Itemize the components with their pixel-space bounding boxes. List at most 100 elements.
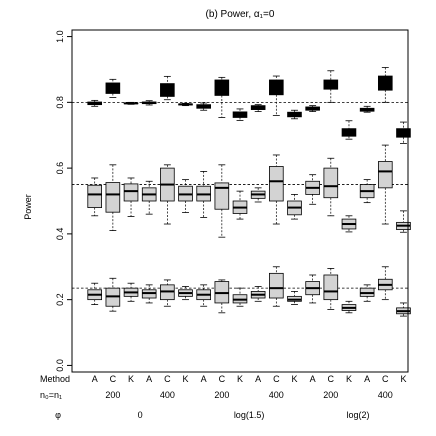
box-iqr bbox=[105, 182, 121, 213]
y-tick-label: 1.0 bbox=[55, 30, 65, 43]
box-iqr bbox=[214, 182, 230, 210]
method-label: C bbox=[219, 374, 226, 384]
y-tick-label: 0.6 bbox=[55, 162, 65, 175]
box-2-K bbox=[123, 177, 139, 217]
box-2-C bbox=[105, 164, 121, 231]
box-1-A bbox=[87, 99, 103, 107]
method-label: A bbox=[364, 374, 370, 384]
box-3-C bbox=[323, 268, 339, 310]
box-iqr bbox=[269, 166, 284, 202]
box-2-A bbox=[87, 177, 103, 217]
method-label: A bbox=[92, 374, 98, 384]
box-3-A bbox=[250, 286, 266, 302]
method-label: K bbox=[400, 374, 406, 384]
box-3-A bbox=[87, 282, 103, 305]
box-3-C bbox=[377, 266, 393, 301]
box-1-A bbox=[141, 100, 157, 106]
box-2-C bbox=[160, 164, 175, 225]
n-label: 200 bbox=[323, 390, 338, 400]
box-3-C bbox=[160, 279, 175, 307]
box-iqr bbox=[269, 272, 284, 299]
method-row-label: Method bbox=[40, 374, 70, 384]
box-2-C bbox=[214, 164, 230, 238]
box-2-K bbox=[396, 210, 411, 233]
method-label: C bbox=[382, 374, 389, 384]
box-3-K bbox=[287, 291, 302, 305]
box-1-K bbox=[123, 101, 139, 105]
box-1-C bbox=[377, 67, 393, 103]
chart-title: (b) Power, α₁=0 bbox=[206, 9, 275, 20]
box-series bbox=[87, 67, 411, 317]
box-iqr bbox=[323, 79, 339, 90]
axes: 0.0 0.2 0.4 0.6 0.8 1.0 bbox=[55, 29, 409, 373]
box-2-C bbox=[323, 157, 339, 217]
box-2-C bbox=[377, 144, 393, 225]
box-iqr bbox=[377, 161, 393, 189]
method-label: C bbox=[328, 374, 335, 384]
phi-row-label: φ bbox=[55, 410, 61, 420]
y-axis-label: Power bbox=[23, 194, 33, 220]
n-label: 400 bbox=[160, 390, 175, 400]
box-1-K bbox=[341, 120, 357, 140]
box-3-C bbox=[214, 279, 230, 314]
box-2-K bbox=[287, 194, 302, 220]
box-2-K bbox=[178, 179, 193, 213]
box-iqr bbox=[123, 183, 139, 202]
method-label: K bbox=[128, 374, 134, 384]
plot-frame bbox=[71, 29, 409, 373]
box-1-K bbox=[287, 109, 302, 120]
y-tick-label: 0.2 bbox=[55, 293, 65, 306]
x-axis-labels: Method n₀=n₁ φ A C K A C K A C K A C K A C K A C K 200 400 2… bbox=[40, 374, 406, 420]
box-1-K bbox=[178, 102, 193, 107]
box-2-A bbox=[250, 187, 266, 203]
n-label: 200 bbox=[105, 390, 120, 400]
method-label: A bbox=[255, 374, 261, 384]
y-tick-label: 0.8 bbox=[55, 96, 65, 109]
box-3-K bbox=[178, 286, 193, 301]
box-iqr bbox=[105, 82, 121, 94]
method-label: A bbox=[146, 374, 152, 384]
box-1-K bbox=[232, 108, 248, 121]
phi-label: 0 bbox=[138, 410, 143, 420]
n-label: 400 bbox=[269, 390, 284, 400]
method-label: K bbox=[291, 374, 297, 384]
box-2-K bbox=[341, 215, 357, 233]
box-2-A bbox=[141, 180, 157, 215]
method-label: K bbox=[183, 374, 189, 384]
box-iqr bbox=[87, 184, 103, 208]
box-2-K bbox=[232, 190, 248, 220]
box-2-C bbox=[269, 154, 284, 225]
method-label: C bbox=[273, 374, 280, 384]
box-2-A bbox=[359, 179, 375, 204]
box-1-A bbox=[250, 104, 266, 112]
box-1-A bbox=[305, 105, 320, 112]
y-tick-label: 0.4 bbox=[55, 228, 65, 241]
method-label: C bbox=[110, 374, 117, 384]
box-1-A bbox=[196, 102, 211, 111]
n-label: 200 bbox=[214, 390, 229, 400]
box-3-K bbox=[123, 282, 139, 302]
box-1-C bbox=[160, 75, 175, 101]
box-3-K bbox=[341, 300, 357, 314]
method-label: K bbox=[237, 374, 243, 384]
box-2-A bbox=[305, 174, 320, 205]
phi-label: log(1.5) bbox=[234, 410, 265, 420]
box-1-C bbox=[214, 76, 230, 118]
method-label: C bbox=[164, 374, 171, 384]
box-3-C bbox=[105, 277, 121, 312]
n-row-label: n₀=n₁ bbox=[40, 390, 62, 400]
method-label: K bbox=[346, 374, 352, 384]
box-1-C bbox=[269, 75, 284, 116]
box-3-C bbox=[269, 266, 284, 307]
box-3-A bbox=[141, 284, 157, 304]
box-iqr bbox=[323, 274, 339, 301]
box-1-C bbox=[323, 70, 339, 103]
box-3-A bbox=[305, 274, 320, 304]
method-label: A bbox=[310, 374, 316, 384]
n-label: 400 bbox=[378, 390, 393, 400]
y-tick-label: 0.0 bbox=[55, 359, 65, 372]
box-iqr bbox=[323, 167, 339, 199]
phi-label: log(2) bbox=[347, 410, 370, 420]
